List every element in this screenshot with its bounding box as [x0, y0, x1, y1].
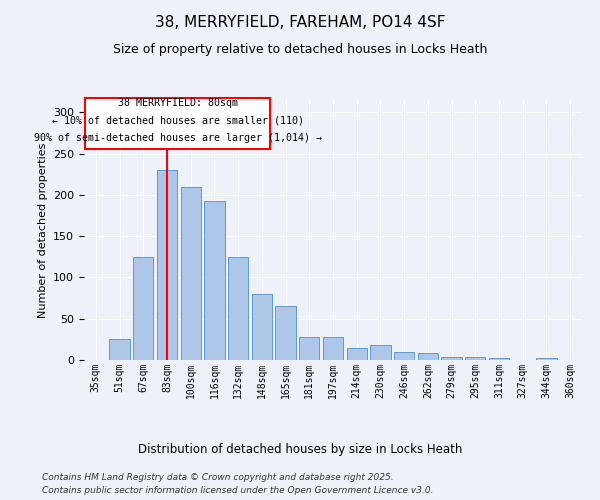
Text: 90% of semi-detached houses are larger (1,014) →: 90% of semi-detached houses are larger (… [34, 132, 322, 142]
Bar [275, 306, 296, 360]
Bar [323, 337, 343, 360]
Bar [489, 358, 509, 360]
Bar [465, 356, 485, 360]
Text: Size of property relative to detached houses in Locks Heath: Size of property relative to detached ho… [113, 42, 487, 56]
FancyBboxPatch shape [85, 98, 270, 148]
Text: ← 10% of detached houses are smaller (110): ← 10% of detached houses are smaller (11… [52, 116, 304, 126]
Bar [370, 345, 391, 360]
Y-axis label: Number of detached properties: Number of detached properties [38, 142, 47, 318]
Text: 38, MERRYFIELD, FAREHAM, PO14 4SF: 38, MERRYFIELD, FAREHAM, PO14 4SF [155, 15, 445, 30]
Bar [157, 170, 177, 360]
Bar [109, 340, 130, 360]
Bar [252, 294, 272, 360]
Bar [299, 337, 319, 360]
Bar [205, 200, 224, 360]
Text: 38 MERRYFIELD: 80sqm: 38 MERRYFIELD: 80sqm [118, 98, 238, 108]
Text: Contains public sector information licensed under the Open Government Licence v3: Contains public sector information licen… [42, 486, 433, 495]
Text: Contains HM Land Registry data © Crown copyright and database right 2025.: Contains HM Land Registry data © Crown c… [42, 472, 394, 482]
Bar [418, 354, 438, 360]
Bar [536, 358, 557, 360]
Bar [181, 186, 201, 360]
Bar [228, 257, 248, 360]
Text: Distribution of detached houses by size in Locks Heath: Distribution of detached houses by size … [138, 442, 462, 456]
Bar [394, 352, 414, 360]
Bar [442, 356, 461, 360]
Bar [347, 348, 367, 360]
Bar [133, 257, 154, 360]
